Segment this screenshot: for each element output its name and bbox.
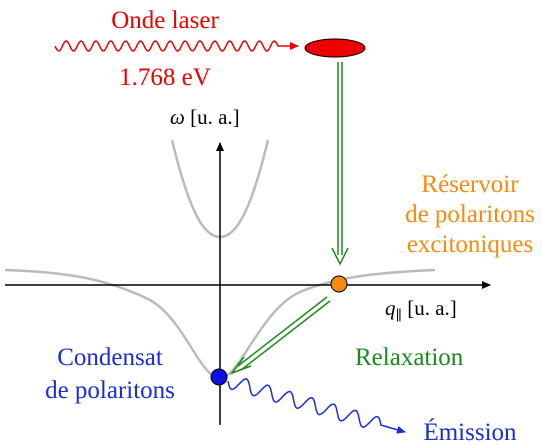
condensate-label: Condensat — [57, 344, 163, 371]
emission-wave — [227, 378, 406, 434]
reservoir-label: de polaritons — [405, 201, 535, 228]
condensate-label: de polaritons — [45, 377, 175, 404]
reservoir-label: Réservoir — [421, 171, 519, 198]
reservoir-dot — [330, 275, 348, 293]
y-axis-label: ω [u. a.] — [170, 105, 240, 129]
condensate-dot — [210, 368, 228, 386]
laser-energy: 1.768 eV — [119, 64, 211, 91]
relaxation-arrow — [229, 296, 331, 375]
laser-label: Onde laser — [111, 7, 219, 34]
pump-arrow — [331, 62, 349, 266]
laser-wave — [54, 40, 299, 52]
reservoir-label: excitoniques — [407, 231, 533, 258]
laser-spot — [304, 38, 366, 58]
x-axis-label: q∥ [u. a.] — [385, 296, 457, 325]
relaxation-label: Relaxation — [355, 344, 464, 371]
emission-label: Émission — [423, 418, 517, 445]
